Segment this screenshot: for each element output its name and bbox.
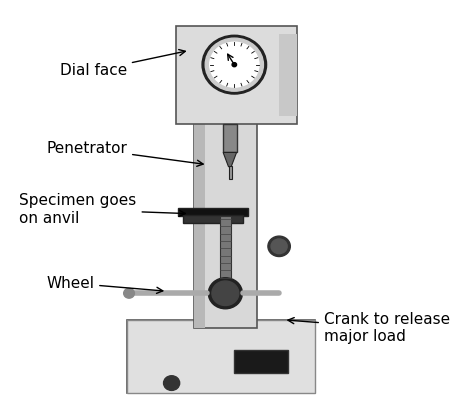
FancyBboxPatch shape — [223, 124, 237, 152]
Circle shape — [210, 42, 259, 87]
Circle shape — [268, 236, 290, 256]
Text: Crank to release
major load: Crank to release major load — [288, 312, 450, 344]
Circle shape — [271, 239, 287, 254]
Circle shape — [209, 278, 242, 309]
Circle shape — [202, 35, 266, 94]
FancyBboxPatch shape — [194, 75, 205, 328]
Text: Specimen goes
on anvil: Specimen goes on anvil — [19, 194, 185, 226]
FancyBboxPatch shape — [234, 351, 288, 373]
Circle shape — [164, 376, 180, 390]
FancyBboxPatch shape — [178, 208, 248, 216]
Text: Wheel: Wheel — [46, 275, 163, 293]
FancyBboxPatch shape — [194, 75, 257, 328]
Text: Dial face: Dial face — [60, 50, 185, 78]
FancyBboxPatch shape — [176, 26, 297, 124]
Circle shape — [124, 289, 135, 298]
FancyBboxPatch shape — [183, 215, 243, 223]
FancyBboxPatch shape — [127, 320, 315, 393]
Polygon shape — [223, 152, 237, 167]
FancyBboxPatch shape — [279, 34, 297, 115]
Text: Penetrator: Penetrator — [46, 141, 203, 166]
FancyBboxPatch shape — [220, 216, 231, 287]
Circle shape — [205, 38, 264, 91]
Circle shape — [232, 62, 237, 67]
Circle shape — [212, 281, 239, 305]
FancyBboxPatch shape — [127, 320, 315, 393]
FancyBboxPatch shape — [229, 166, 232, 179]
